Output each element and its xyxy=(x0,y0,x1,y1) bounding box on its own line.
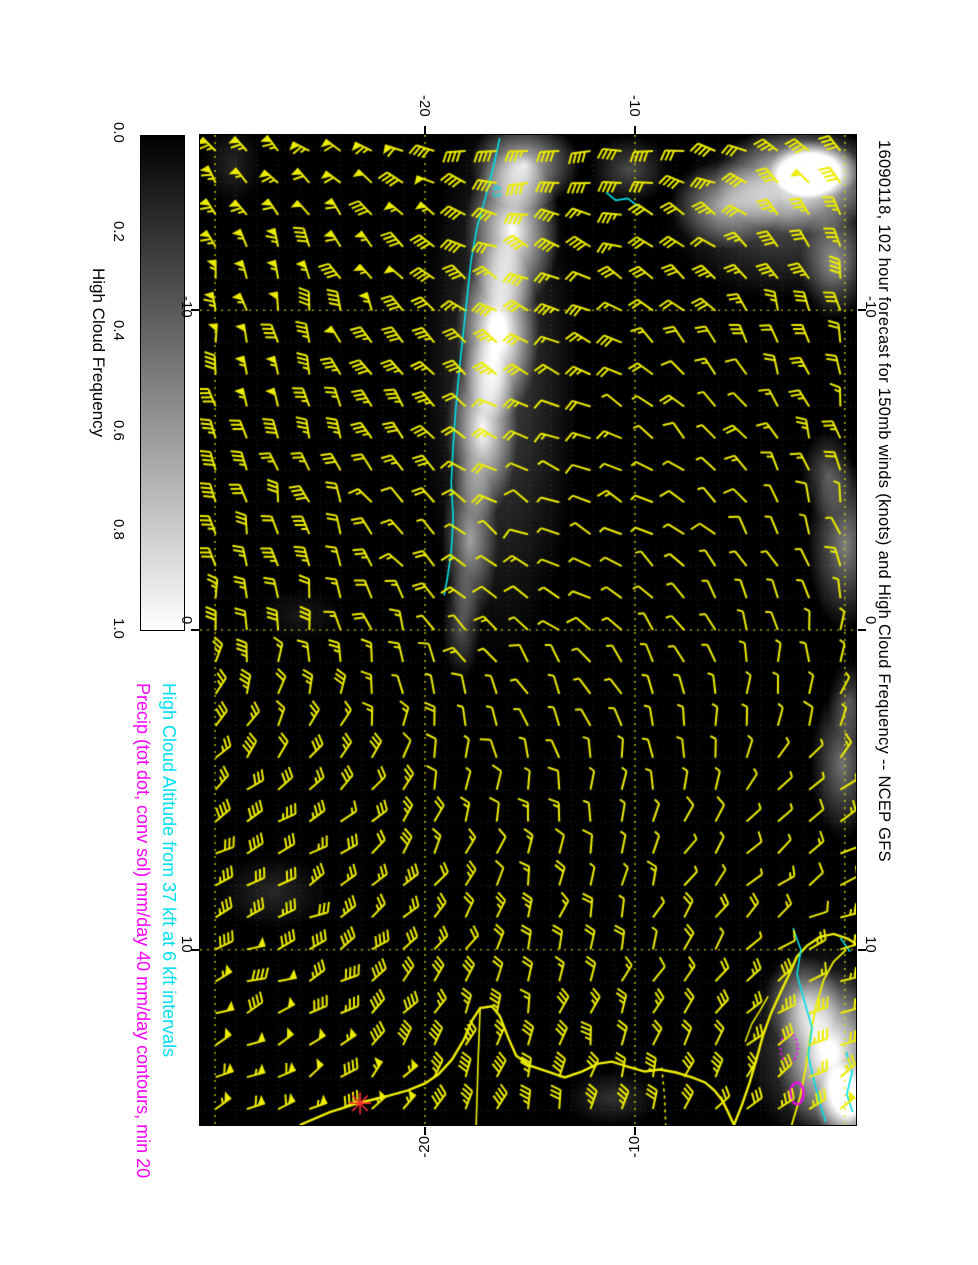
caption-cloud-altitude: High Cloud Altitude from 37 kft at 6 kft… xyxy=(159,683,179,1058)
axis-label-left: 0 xyxy=(178,616,195,625)
colorbar-label: High Cloud Frequency xyxy=(89,268,108,438)
axis-tick-bottom xyxy=(633,1127,636,1135)
axis-label-right: -10 xyxy=(862,296,879,318)
axis-tick-right xyxy=(858,948,866,951)
axis-tick-bottom xyxy=(424,1127,426,1135)
axis-tick-right xyxy=(858,309,866,312)
axis-label-top: -20 xyxy=(416,95,433,117)
caption-precip: Precip (tot dot, conv sol) mm/day 40 mm/… xyxy=(133,683,153,1179)
colorbar-tick-label: 0.0 xyxy=(110,122,127,143)
axis-label-top: -10 xyxy=(625,95,643,117)
colorbar xyxy=(140,135,185,631)
axis-tick-left xyxy=(191,309,199,312)
axis-tick-top xyxy=(633,126,636,134)
axis-label-bottom: -20 xyxy=(416,1136,433,1158)
axis-label-left: -10 xyxy=(178,296,195,318)
colorbar-tick-label: 0.4 xyxy=(110,320,127,342)
map-plot-canvas xyxy=(199,134,857,1126)
colorbar-tick-label: 1.0 xyxy=(110,618,127,639)
axis-label-right: 0 xyxy=(862,616,879,625)
axis-tick-right xyxy=(858,629,866,631)
colorbar-tick-label: 0.6 xyxy=(110,419,127,441)
colorbar-tick-label: 0.8 xyxy=(110,518,127,540)
axis-tick-left xyxy=(191,629,199,631)
axis-tick-top xyxy=(424,126,426,134)
chart-title: 16090118, 102 hour forecast for 150mb wi… xyxy=(875,140,893,862)
axis-label-bottom: -10 xyxy=(625,1136,643,1158)
colorbar-tick-label: 0.2 xyxy=(110,221,127,243)
axis-label-left: 10 xyxy=(178,935,195,953)
axis-label-right: 10 xyxy=(862,935,879,953)
axis-tick-left xyxy=(191,948,199,951)
